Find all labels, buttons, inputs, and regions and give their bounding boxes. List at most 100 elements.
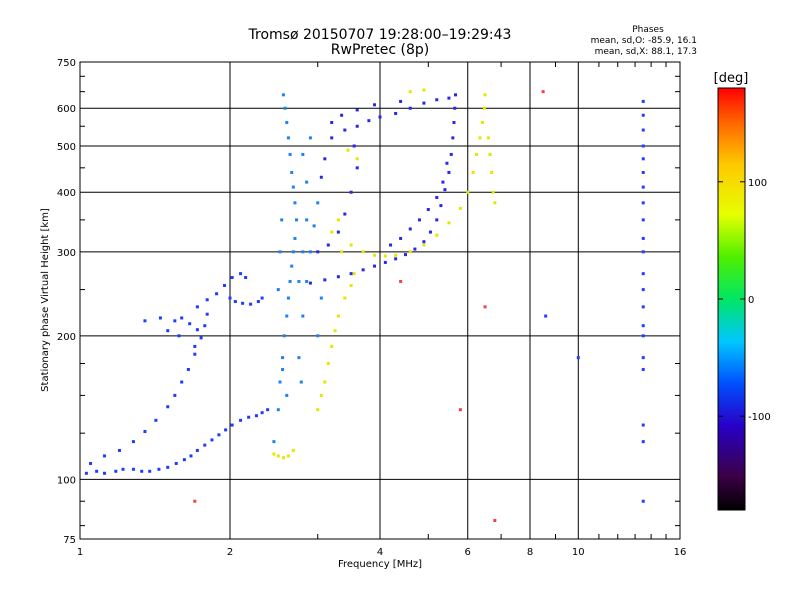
data-point xyxy=(281,456,285,460)
data-point xyxy=(166,465,170,469)
data-point xyxy=(641,236,645,240)
data-point xyxy=(297,356,301,360)
y-tick-label: 400 xyxy=(57,188,76,199)
data-point xyxy=(333,329,337,333)
data-point xyxy=(290,264,294,268)
data-point xyxy=(378,115,382,119)
data-point xyxy=(373,264,377,268)
data-point xyxy=(323,157,327,161)
y-tick-label: 500 xyxy=(57,142,76,153)
colorbar-label: [deg] xyxy=(714,71,749,86)
data-point xyxy=(367,119,371,123)
data-point xyxy=(291,448,295,452)
data-point xyxy=(254,414,258,418)
data-point xyxy=(210,438,214,442)
colorbar-tick-label: 0 xyxy=(748,295,754,306)
data-point xyxy=(471,170,475,174)
data-point xyxy=(282,334,286,338)
colorbar-ticks: 100 0 -100 xyxy=(718,178,771,423)
data-point xyxy=(541,90,545,94)
data-point xyxy=(435,98,439,102)
data-point xyxy=(383,260,387,264)
data-point xyxy=(447,96,451,100)
data-point xyxy=(458,206,462,210)
data-point xyxy=(305,180,309,184)
data-point xyxy=(285,121,289,125)
x-tick-label: 2 xyxy=(227,547,233,558)
data-point xyxy=(280,218,284,222)
data-point xyxy=(641,185,645,189)
data-point xyxy=(394,257,398,261)
data-point xyxy=(447,221,451,225)
phases-x-line: mean, sd,X: 88.1, 17.3 xyxy=(595,47,697,57)
data-point xyxy=(343,128,347,132)
data-point xyxy=(195,448,199,452)
grid-lines xyxy=(80,62,680,539)
data-point xyxy=(323,380,327,384)
data-point xyxy=(641,423,645,427)
data-point xyxy=(143,319,147,323)
data-point xyxy=(399,99,403,103)
data-point xyxy=(641,334,645,338)
data-point xyxy=(233,300,237,304)
data-point xyxy=(343,212,347,216)
data-point xyxy=(480,121,484,125)
y-tick-label: 100 xyxy=(57,475,76,486)
axis-ticks: 1 2 4 6 8 10 16 75 100 200 300 400 500 600 750 xyxy=(57,58,686,558)
data-point xyxy=(286,454,290,458)
data-point xyxy=(349,283,353,287)
data-point xyxy=(340,250,344,254)
data-point xyxy=(641,128,645,132)
data-point xyxy=(336,230,340,234)
data-point xyxy=(336,218,340,222)
data-point xyxy=(260,411,264,415)
data-point xyxy=(346,148,350,152)
data-point xyxy=(394,111,398,115)
data-point xyxy=(349,272,353,276)
data-point xyxy=(293,201,297,205)
y-tick-label: 300 xyxy=(57,248,76,259)
data-point xyxy=(453,106,457,110)
data-point xyxy=(228,296,232,300)
data-point xyxy=(266,408,270,412)
data-point xyxy=(641,201,645,205)
data-point xyxy=(422,101,426,105)
data-point xyxy=(188,322,192,326)
data-point xyxy=(173,319,177,323)
data-point xyxy=(428,230,432,234)
y-tick-label: 750 xyxy=(57,58,76,69)
data-point xyxy=(641,99,645,103)
data-point xyxy=(482,106,486,110)
data-point xyxy=(308,136,312,140)
data-point xyxy=(281,93,285,97)
data-point xyxy=(247,415,251,419)
data-point xyxy=(439,204,443,208)
data-point xyxy=(215,292,219,296)
data-point xyxy=(288,152,292,156)
data-point xyxy=(205,298,209,302)
colorbar-tick-label: -100 xyxy=(748,412,771,423)
data-point xyxy=(103,454,107,458)
data-point xyxy=(166,329,170,333)
data-point xyxy=(422,240,426,244)
data-point xyxy=(316,250,320,254)
data-point xyxy=(422,88,426,92)
data-point xyxy=(413,247,417,251)
data-points xyxy=(84,88,645,523)
data-point xyxy=(491,190,495,194)
data-point xyxy=(158,316,162,320)
data-point xyxy=(288,279,292,283)
phases-title: Phases xyxy=(632,25,664,35)
data-point xyxy=(403,253,407,257)
data-point xyxy=(641,324,645,328)
data-point xyxy=(394,253,398,257)
x-tick-label: 1 xyxy=(77,547,83,558)
data-point xyxy=(177,334,181,338)
data-point xyxy=(278,250,282,254)
data-point xyxy=(182,458,186,462)
colorbar-tick-label: 100 xyxy=(748,178,767,189)
data-point xyxy=(641,113,645,117)
data-point xyxy=(290,170,294,174)
y-tick-label: 600 xyxy=(57,104,76,115)
